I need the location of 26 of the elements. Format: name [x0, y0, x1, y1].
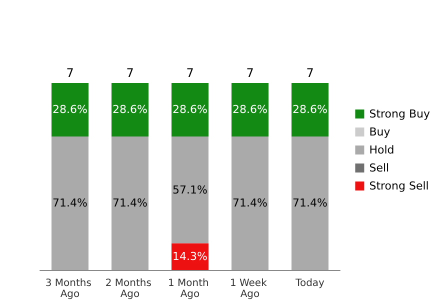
annotation: 7	[66, 66, 74, 80]
annotation: 7	[246, 66, 254, 80]
x-tick-label: Today	[294, 278, 325, 289]
x-tick-label: 1 Week Ago	[230, 278, 270, 300]
x-tick-label: 2 Months Ago	[105, 278, 155, 300]
data-label: 71.4%	[112, 196, 148, 210]
legend-label: Strong Sell	[369, 180, 429, 192]
data-label: 71.4%	[292, 196, 328, 210]
x-tick-label: 1 Month Ago	[168, 278, 212, 300]
legend-label: Sell	[369, 162, 390, 174]
x-tick-label: 3 Months Ago	[45, 278, 95, 300]
legend-label: Hold	[369, 144, 394, 156]
data-label: 28.6%	[172, 103, 208, 116]
annotation: 7	[126, 66, 134, 80]
annotation: 7	[186, 66, 194, 80]
data-label: 71.4%	[52, 196, 88, 210]
data-label: 14.3%	[172, 250, 208, 264]
data-label: 28.6%	[52, 103, 88, 116]
legend-label: Buy	[369, 126, 391, 138]
data-label: 28.6%	[112, 103, 148, 116]
data-label: 28.6%	[232, 103, 268, 116]
legend-label: Strong Buy	[369, 108, 430, 120]
data-label: 57.1%	[172, 183, 208, 196]
data-label: 71.4%	[232, 196, 268, 210]
annotation: 7	[306, 66, 314, 80]
data-label: 28.6%	[292, 103, 328, 116]
